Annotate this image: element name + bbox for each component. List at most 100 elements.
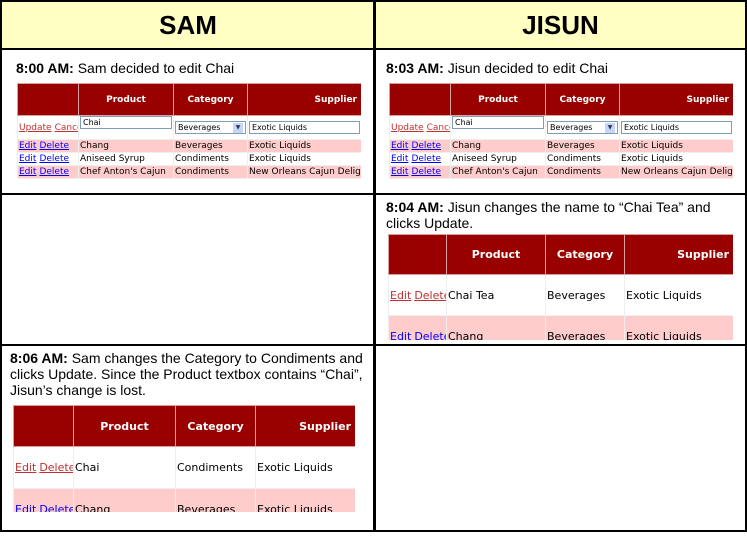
column-header — [389, 83, 451, 116]
panel-jisun-empty — [373, 344, 747, 532]
sam-header: SAM — [0, 0, 376, 50]
caption-text: Jisun changes the name to “Chai Tea” and… — [386, 199, 711, 231]
delete-link[interactable]: Delete — [39, 141, 70, 151]
edit-link[interactable]: Edit — [391, 167, 409, 177]
table-cell: Chang — [446, 315, 546, 340]
column-header: Category — [173, 83, 248, 116]
cancel-link[interactable]: Cancel — [426, 122, 450, 133]
timestamp: 8:03 AM: — [386, 60, 444, 76]
timestamp: 8:00 AM: — [16, 60, 74, 76]
edit-link[interactable]: Edit — [19, 167, 37, 177]
table-cell: Chef Anton's Cajun — [450, 165, 546, 179]
table-cell: Exotic Liquids — [624, 274, 733, 316]
edit-link[interactable]: Edit — [391, 154, 409, 164]
table-cell: Exotic Liquids — [247, 152, 361, 166]
table-cell: Condiments — [173, 165, 248, 179]
column-header: Category — [545, 83, 620, 116]
cancel-link[interactable]: Cancel — [54, 122, 78, 133]
table-row: Edit Delete Chai Condiments Exotic Liquids — [13, 446, 355, 489]
table-cell: Exotic Liquids — [247, 139, 361, 153]
column-header: Supplier — [255, 405, 355, 447]
column-header: Supplier — [247, 83, 361, 116]
panel-sam-empty — [0, 193, 376, 346]
column-header: Supplier — [619, 83, 733, 116]
delete-link[interactable]: Delete — [39, 154, 70, 164]
category-dropdown[interactable]: Beverages ▼ — [175, 121, 246, 134]
delete-link[interactable]: Delete — [411, 154, 442, 164]
panel-caption: 8:00 AM: Sam decided to edit Chai — [16, 60, 366, 76]
table-cell: Beverages — [175, 488, 256, 512]
edit-link[interactable]: Edit — [15, 503, 37, 512]
column-header: Product — [78, 83, 174, 116]
category-dropdown[interactable]: Beverages ▼ — [547, 121, 618, 134]
panel-caption: 8:04 AM: Jisun changes the name to “Chai… — [386, 199, 726, 231]
delete-link[interactable]: Delete — [39, 461, 74, 474]
panel-caption: 8:03 AM: Jisun decided to edit Chai — [386, 60, 736, 76]
supplier-dropdown[interactable]: Exotic Liquids — [621, 121, 732, 134]
table-cell: New Orleans Cajun Delights — [247, 165, 361, 179]
products-gridview: Product Category Supplier Edit Delete Chai C… — [13, 405, 355, 512]
table-row: Edit Delete Chef Anton's Cajun Condiments N… — [17, 165, 361, 179]
delete-link[interactable]: Delete — [411, 141, 442, 151]
timestamp: 8:04 AM: — [386, 199, 444, 215]
jisun-header: JISUN — [373, 0, 747, 50]
table-cell: Condiments — [173, 152, 248, 166]
table-cell: Beverages — [545, 315, 625, 340]
edit-link[interactable]: Edit — [19, 154, 37, 164]
edit-link[interactable]: Edit — [390, 329, 412, 341]
table-cell: Exotic Liquids — [255, 488, 355, 512]
delete-link[interactable]: Delete — [411, 167, 442, 177]
table-cell: Exotic Liquids — [624, 315, 733, 340]
chevron-down-icon: ▼ — [233, 122, 243, 133]
delete-link[interactable]: Delete — [414, 288, 445, 302]
table-row: Edit Delete Aniseed Syrup Condiments Exotic… — [17, 152, 361, 166]
product-textbox[interactable] — [452, 116, 544, 129]
table-cell: Exotic Liquids — [619, 139, 733, 153]
table-row: Edit Delete Aniseed Syrup Condiments Exotic… — [389, 152, 733, 166]
column-header: Category — [545, 234, 625, 275]
edit-row: UpdateCancel Beverages▼ Exotic Liquids — [389, 115, 733, 140]
column-header: Product — [73, 405, 176, 447]
column-header — [13, 405, 74, 447]
column-header: Supplier — [624, 234, 733, 275]
column-header: Category — [175, 405, 256, 447]
table-cell: Condiments — [545, 165, 620, 179]
table-cell: Condiments — [175, 446, 256, 489]
product-textbox[interactable] — [80, 116, 172, 129]
delete-link[interactable]: Delete — [39, 167, 70, 177]
edit-link[interactable]: Edit — [15, 461, 37, 474]
table-cell: Beverages — [173, 139, 248, 153]
edit-row: UpdateCancel Beverages▼ Exotic Liquids — [17, 115, 361, 140]
table-cell: Beverages — [545, 274, 625, 316]
table-cell: Chef Anton's Cajun — [78, 165, 174, 179]
caption-text: Sam changes the Category to Condiments a… — [10, 350, 363, 398]
table-cell: Chang — [450, 139, 546, 153]
column-header — [388, 234, 447, 275]
table-cell: Exotic Liquids — [255, 446, 355, 489]
table-cell: New Orleans Cajun Delights — [619, 165, 733, 179]
panel-caption: 8:06 AM: Sam changes the Category to Con… — [10, 350, 365, 398]
table-cell: Chang — [73, 488, 176, 512]
delete-link[interactable]: Delete — [414, 329, 445, 341]
caption-text: Jisun decided to edit Chai — [443, 60, 609, 76]
edit-link[interactable]: Edit — [390, 288, 412, 302]
table-cell: Aniseed Syrup — [450, 152, 546, 166]
update-link[interactable]: Update — [391, 122, 424, 133]
delete-link[interactable]: Delete — [39, 503, 74, 512]
table-cell: Chai — [73, 446, 176, 489]
supplier-dropdown[interactable]: Exotic Liquids — [249, 121, 360, 134]
table-cell: Condiments — [545, 152, 620, 166]
edit-link[interactable]: Edit — [391, 141, 409, 151]
table-cell: Aniseed Syrup — [78, 152, 174, 166]
update-link[interactable]: Update — [19, 122, 52, 133]
edit-link[interactable]: Edit — [19, 141, 37, 151]
column-header: Product — [446, 234, 546, 275]
table-cell: Chang — [78, 139, 174, 153]
caption-text: Sam decided to edit Chai — [73, 60, 235, 76]
